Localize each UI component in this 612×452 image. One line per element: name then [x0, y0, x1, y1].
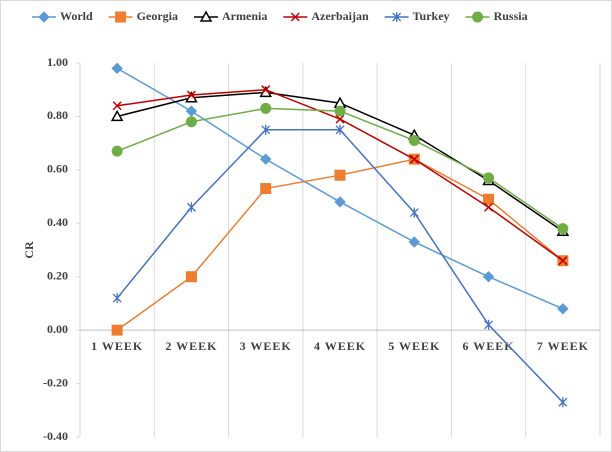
- x-tick-label: 6 WEEK: [463, 339, 515, 353]
- marker: [558, 397, 568, 408]
- marker: [185, 271, 197, 283]
- y-tick-label: -0.40: [43, 429, 68, 443]
- marker: [482, 271, 495, 283]
- marker: [261, 85, 271, 95]
- marker: [483, 172, 495, 184]
- marker: [111, 324, 123, 336]
- marker: [409, 154, 419, 164]
- legend-label: World: [60, 9, 93, 23]
- legend-marker: [392, 12, 402, 22]
- marker: [260, 153, 272, 165]
- x-tick-label: 1 WEEK: [91, 339, 143, 353]
- legend-label: Armenia: [222, 9, 267, 23]
- marker: [112, 293, 122, 304]
- legend-marker: [472, 11, 484, 23]
- marker: [110, 109, 124, 122]
- marker: [557, 223, 569, 235]
- x-tick-label: 5 WEEK: [388, 339, 440, 353]
- marker: [334, 105, 346, 117]
- marker: [260, 183, 272, 195]
- legend-marker: [290, 12, 300, 22]
- y-tick-label: -0.20: [43, 375, 68, 389]
- marker: [186, 202, 196, 213]
- marker: [557, 303, 569, 315]
- y-tick-label: 0.00: [47, 322, 68, 336]
- x-tick-label: 4 WEEK: [314, 339, 366, 353]
- legend-label: Russia: [494, 9, 528, 23]
- legend-label: Azerbaijan: [311, 9, 369, 23]
- legend-marker: [199, 10, 213, 22]
- legend-label: Georgia: [137, 9, 178, 23]
- y-tick-label: 1.00: [47, 55, 68, 69]
- marker: [111, 62, 123, 75]
- legend-marker: [38, 11, 50, 23]
- marker: [261, 124, 271, 135]
- x-tick-label: 3 WEEK: [240, 339, 292, 353]
- marker: [334, 169, 346, 181]
- marker: [409, 207, 419, 218]
- y-tick-label: 0.60: [47, 162, 68, 176]
- legend-marker: [115, 11, 127, 23]
- x-tick-label: 2 WEEK: [165, 339, 217, 353]
- legend-label: Turkey: [413, 9, 450, 23]
- marker: [408, 236, 420, 248]
- marker: [335, 124, 345, 135]
- marker: [408, 134, 420, 146]
- marker: [185, 105, 198, 117]
- marker: [260, 102, 272, 114]
- marker: [335, 114, 345, 124]
- marker: [185, 116, 197, 128]
- marker: [483, 193, 495, 205]
- x-tick-label: 7 WEEK: [537, 339, 589, 353]
- marker: [334, 196, 346, 208]
- marker: [186, 90, 196, 100]
- y-axis-label: CR: [22, 241, 36, 259]
- marker: [112, 101, 122, 111]
- marker: [558, 256, 568, 266]
- marker: [484, 202, 494, 212]
- y-tick-label: 0.20: [47, 268, 68, 282]
- y-tick-label: 0.80: [47, 108, 68, 122]
- marker: [484, 319, 494, 330]
- marker: [111, 145, 123, 157]
- y-tick-label: 0.40: [47, 215, 68, 229]
